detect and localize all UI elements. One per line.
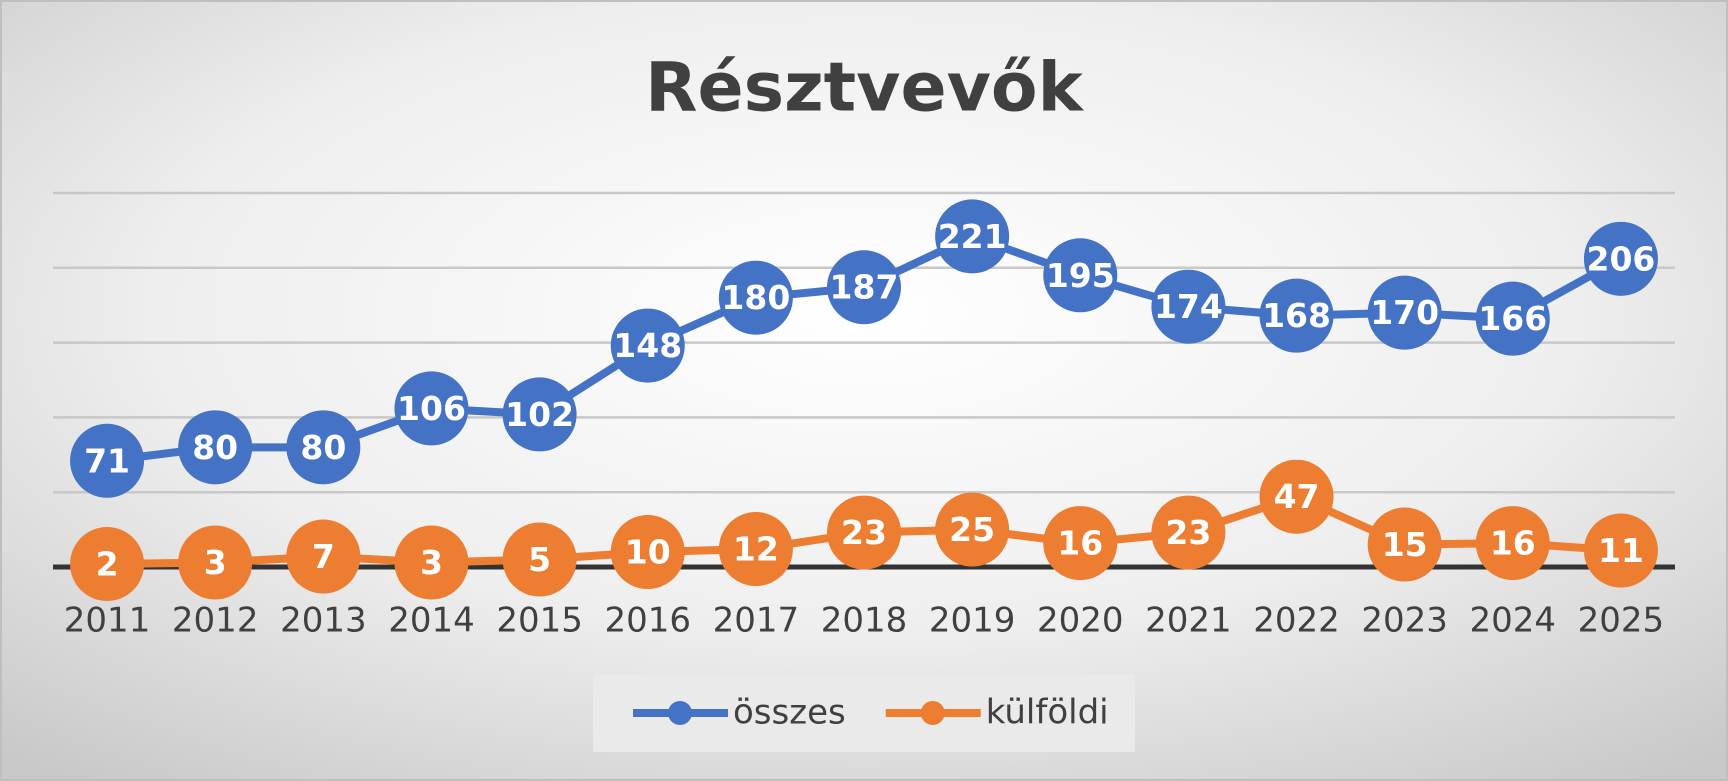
data-point: [1475, 506, 1550, 581]
data-point: [1151, 269, 1226, 344]
data-point: [1259, 459, 1334, 534]
data-label: 168: [1262, 296, 1331, 335]
data-label: 148: [613, 326, 682, 365]
data-label: 221: [938, 217, 1007, 256]
data-label: 187: [830, 268, 899, 307]
chart-title: Résztvevők: [645, 49, 1085, 128]
data-point: [1367, 507, 1442, 582]
data-label: 11: [1598, 531, 1644, 570]
data-point: [1259, 278, 1334, 353]
data-point: [394, 525, 469, 600]
x-tick-label: 2023: [1361, 601, 1448, 641]
x-tick-label: 2015: [496, 601, 583, 641]
x-tick-label: 2013: [280, 601, 367, 641]
x-tick-label: 2020: [1037, 601, 1124, 641]
data-point: [1475, 281, 1550, 356]
data-point: [286, 410, 361, 485]
data-point: [610, 515, 685, 590]
data-point: [718, 260, 793, 335]
data-point: [1151, 495, 1226, 570]
data-label: 7: [312, 537, 335, 576]
legend-label: összes: [733, 693, 846, 733]
legend-label: külföldi: [986, 693, 1109, 733]
data-label: 23: [841, 513, 887, 552]
x-tick-label: 2014: [388, 601, 475, 641]
data-point: [1583, 513, 1658, 588]
data-label: 16: [1057, 524, 1103, 563]
data-point: [610, 308, 685, 383]
x-tick-label: 2022: [1253, 601, 1340, 641]
data-label: 15: [1382, 525, 1428, 564]
data-point: [827, 495, 901, 570]
x-tick-label: 2018: [821, 601, 908, 641]
legend-marker: [668, 701, 692, 725]
data-label: 174: [1154, 287, 1223, 326]
data-label: 23: [1165, 513, 1211, 552]
data-point: [718, 512, 793, 587]
data-label: 206: [1586, 239, 1655, 278]
data-point: [394, 371, 469, 446]
data-point: [1043, 506, 1118, 581]
x-tick-label: 2025: [1578, 601, 1665, 641]
x-tick-label: 2011: [64, 601, 151, 641]
data-point: [935, 492, 1010, 567]
data-label: 2: [96, 545, 119, 584]
data-point: [286, 519, 361, 594]
data-point: [827, 250, 901, 325]
x-tick-label: 2019: [929, 601, 1016, 641]
data-label: 5: [528, 540, 551, 579]
data-label: 3: [204, 543, 227, 582]
data-label: 170: [1370, 293, 1439, 332]
data-label: 80: [300, 428, 346, 467]
data-point: [70, 527, 145, 602]
data-point: [502, 377, 577, 452]
data-point: [502, 522, 577, 597]
data-point: [70, 423, 145, 498]
x-tick-label: 2017: [713, 601, 800, 641]
data-label: 47: [1274, 477, 1320, 516]
x-tick-label: 2021: [1145, 601, 1232, 641]
data-point: [1583, 221, 1658, 296]
data-label: 16: [1490, 524, 1536, 563]
data-label: 71: [84, 441, 130, 480]
data-point: [178, 525, 253, 600]
data-label: 10: [625, 533, 671, 572]
data-label: 3: [420, 543, 443, 582]
data-label: 25: [949, 510, 995, 549]
data-label: 106: [397, 389, 466, 428]
data-point: [1367, 275, 1442, 350]
data-point: [178, 410, 253, 485]
data-point: [935, 199, 1010, 274]
x-tick-label: 2024: [1470, 601, 1557, 641]
legend-marker: [920, 701, 945, 725]
data-label: 102: [505, 395, 574, 434]
x-tick-label: 2016: [604, 601, 691, 641]
data-label: 166: [1478, 299, 1547, 338]
data-label: 180: [721, 278, 790, 317]
data-label: 195: [1046, 256, 1115, 295]
data-label: 80: [192, 428, 238, 467]
data-point: [1043, 238, 1118, 313]
x-tick-label: 2012: [172, 601, 259, 641]
data-label: 12: [733, 530, 779, 569]
